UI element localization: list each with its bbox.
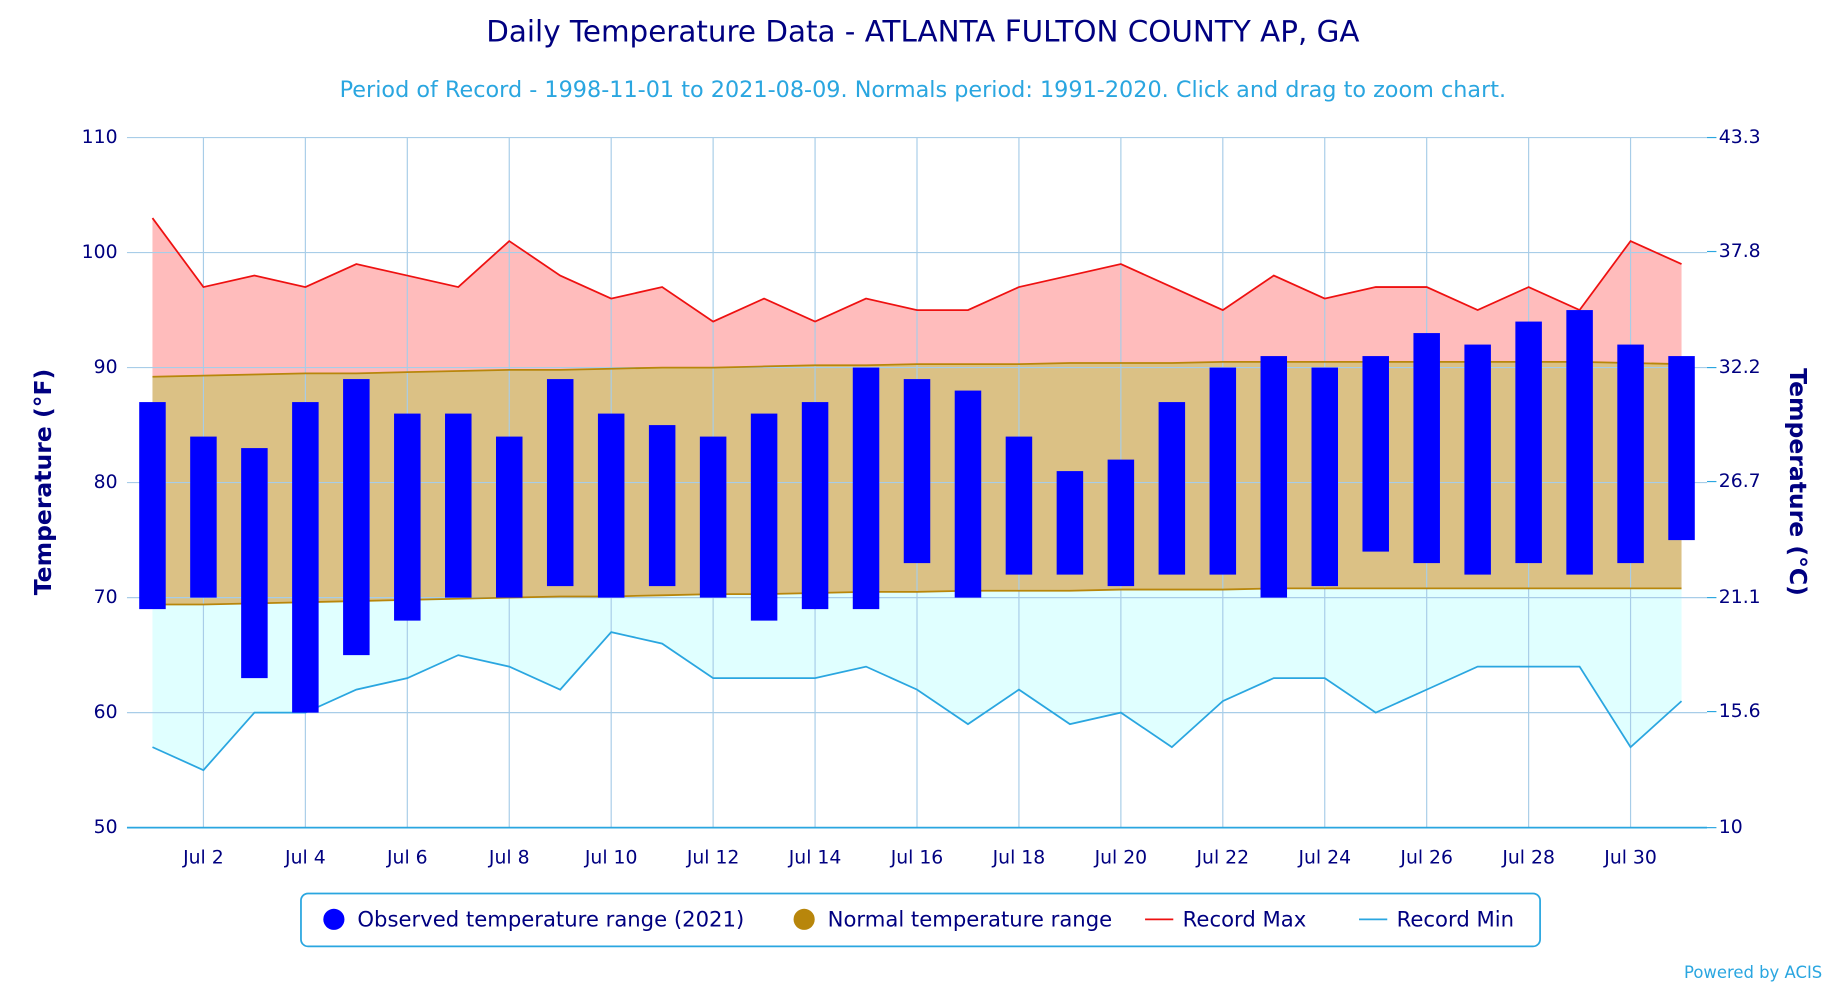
bar <box>343 379 370 656</box>
y-tick-label: 100 <box>82 242 118 263</box>
x-tick-label: Jul 2 <box>182 848 224 869</box>
record-max-line <box>151 217 1682 323</box>
bar <box>954 390 982 598</box>
bar <box>241 448 268 679</box>
legend-marker <box>323 908 345 930</box>
bar <box>495 436 523 598</box>
bar <box>546 379 574 587</box>
x-tick-label: Jul 12 <box>686 848 740 869</box>
bar <box>394 413 421 621</box>
x-tick-label: Jul 10 <box>584 848 638 869</box>
y2-axis-label: Temperature (°C) <box>1784 368 1812 596</box>
x-tick-label: Jul 26 <box>1399 848 1453 869</box>
bar <box>1005 436 1033 575</box>
bar <box>1260 356 1288 598</box>
x-tick-label: Jul 24 <box>1297 848 1351 869</box>
bar <box>648 425 676 587</box>
bar <box>445 413 472 598</box>
record-min-line <box>152 631 1683 772</box>
legend-label: Record Max <box>1183 907 1307 932</box>
legend-label: Normal temperature range <box>828 907 1112 932</box>
bar <box>1362 356 1389 552</box>
legend-label: Observed temperature range (2021) <box>357 907 744 932</box>
chart-title: Daily Temperature Data - ATLANTA FULTON … <box>486 14 1359 48</box>
bar <box>597 413 625 598</box>
bar <box>903 379 931 564</box>
bar <box>699 436 727 598</box>
bar <box>1209 367 1237 575</box>
y-tick-label: 90 <box>94 357 118 378</box>
bar <box>139 402 166 610</box>
x-tick-label: Jul 22 <box>1196 848 1250 869</box>
area-fill <box>152 218 1682 377</box>
x-tick-label: Jul 30 <box>1603 848 1657 869</box>
bar <box>1617 344 1644 564</box>
credit: Powered by ACIS <box>1684 963 1822 982</box>
y2-tick-label: 21.1 <box>1719 587 1761 608</box>
bar <box>750 413 778 621</box>
y2-tick-label: 10 <box>1719 817 1743 838</box>
legend-marker <box>793 908 815 930</box>
bar <box>1668 356 1695 541</box>
legend-box <box>300 892 1541 948</box>
bar <box>1311 367 1339 587</box>
bar <box>1566 310 1593 575</box>
y2-tick-label: 15.6 <box>1719 701 1761 722</box>
y-tick-label: 70 <box>94 587 118 608</box>
y-tick-label: 80 <box>94 472 118 493</box>
bar <box>1413 333 1440 564</box>
x-tick-label: Jul 6 <box>386 848 428 869</box>
x-tick-label: Jul 14 <box>788 848 842 869</box>
x-tick-label: Jul 16 <box>890 848 944 869</box>
x-tick-label: Jul 28 <box>1501 848 1555 869</box>
y-tick-label: 110 <box>82 127 118 148</box>
bar <box>801 402 829 610</box>
bar <box>1515 321 1542 564</box>
y2-tick-label: 43.3 <box>1719 127 1761 148</box>
x-tick-label: Jul 18 <box>992 848 1046 869</box>
bar <box>1056 471 1084 575</box>
x-tick-label: Jul 4 <box>284 848 326 869</box>
y2-tick-label: 32.2 <box>1719 357 1761 378</box>
bar <box>190 436 217 598</box>
y-tick-label: 50 <box>94 817 118 838</box>
bar <box>1107 459 1135 587</box>
bar <box>1464 344 1491 575</box>
y2-tick-label: 37.8 <box>1719 241 1761 262</box>
legend-label: Record Min <box>1397 907 1514 932</box>
bar <box>292 402 319 713</box>
y-axis-label: Temperature (°F) <box>29 369 57 595</box>
y-tick-label: 60 <box>94 702 118 723</box>
bar <box>852 367 880 610</box>
x-tick-label: Jul 20 <box>1094 848 1148 869</box>
bar <box>1158 402 1186 575</box>
y2-tick-label: 26.7 <box>1719 471 1761 492</box>
x-tick-label: Jul 8 <box>488 848 530 869</box>
chart-subtitle: Period of Record - 1998-11-01 to 2021-08… <box>340 77 1506 103</box>
